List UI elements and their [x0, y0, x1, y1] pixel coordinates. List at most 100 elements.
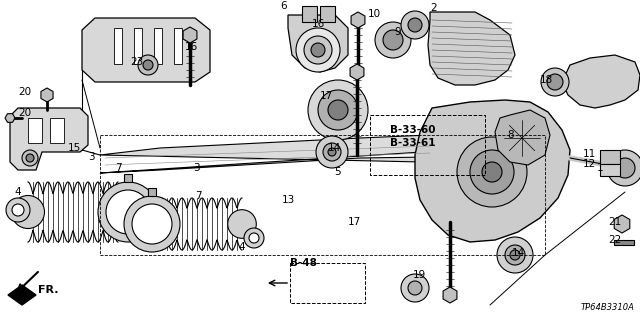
Bar	[154, 28, 162, 64]
Text: 14: 14	[328, 143, 341, 153]
Circle shape	[12, 196, 45, 228]
Text: B-33-60: B-33-60	[390, 125, 435, 135]
Circle shape	[328, 100, 348, 120]
Circle shape	[296, 28, 340, 72]
Text: 20: 20	[18, 87, 31, 97]
Bar	[174, 28, 182, 64]
Text: 3: 3	[88, 152, 95, 162]
Text: 15: 15	[68, 143, 81, 153]
Text: 22: 22	[608, 235, 621, 245]
Bar	[124, 174, 132, 182]
Text: 7: 7	[115, 163, 122, 173]
Circle shape	[505, 245, 525, 265]
Circle shape	[328, 148, 336, 156]
Circle shape	[318, 90, 358, 130]
Circle shape	[457, 137, 527, 207]
Text: 6: 6	[280, 1, 287, 11]
Text: 11: 11	[583, 149, 596, 159]
Bar	[50, 118, 64, 143]
Bar	[100, 135, 545, 255]
Polygon shape	[350, 64, 364, 80]
Polygon shape	[614, 215, 630, 233]
Circle shape	[541, 68, 569, 96]
Text: 20: 20	[18, 108, 31, 118]
Circle shape	[228, 210, 256, 238]
Bar	[290, 263, 365, 303]
Circle shape	[401, 274, 429, 302]
Polygon shape	[100, 135, 560, 173]
Circle shape	[138, 55, 158, 75]
Text: 19: 19	[413, 270, 426, 280]
Bar	[600, 150, 620, 164]
Circle shape	[98, 182, 158, 242]
Polygon shape	[415, 100, 570, 242]
Circle shape	[408, 18, 422, 32]
Text: B-33-61: B-33-61	[390, 138, 435, 148]
Circle shape	[497, 237, 533, 273]
Circle shape	[311, 43, 325, 57]
Text: 7: 7	[195, 191, 202, 201]
Circle shape	[148, 210, 176, 238]
Circle shape	[375, 22, 411, 58]
Circle shape	[308, 80, 368, 140]
Bar	[614, 240, 634, 245]
Polygon shape	[41, 88, 53, 102]
Polygon shape	[10, 108, 88, 170]
Circle shape	[607, 150, 640, 186]
Polygon shape	[428, 12, 515, 85]
Text: 16: 16	[312, 19, 325, 29]
Circle shape	[244, 228, 264, 248]
Polygon shape	[562, 55, 640, 108]
Circle shape	[547, 74, 563, 90]
Circle shape	[304, 36, 332, 64]
Text: 10: 10	[368, 9, 381, 19]
Text: 5: 5	[334, 167, 340, 177]
Circle shape	[482, 162, 502, 182]
Text: 21: 21	[608, 217, 621, 227]
Text: 14: 14	[512, 248, 525, 258]
Circle shape	[323, 143, 341, 161]
Circle shape	[316, 136, 348, 168]
Text: 4: 4	[14, 187, 20, 197]
Text: 17: 17	[320, 91, 333, 101]
Text: B-48: B-48	[290, 258, 317, 268]
Circle shape	[401, 11, 429, 39]
Bar	[28, 118, 42, 143]
Polygon shape	[8, 285, 36, 305]
Circle shape	[510, 250, 520, 260]
Text: 12: 12	[583, 159, 596, 169]
Text: 18: 18	[540, 75, 553, 85]
Bar	[148, 188, 156, 196]
Text: 3: 3	[193, 163, 200, 173]
Text: 13: 13	[282, 195, 295, 205]
Circle shape	[470, 150, 514, 194]
Bar	[370, 115, 485, 175]
Circle shape	[408, 281, 422, 295]
Bar	[320, 6, 335, 22]
Circle shape	[6, 198, 30, 222]
Circle shape	[12, 204, 24, 216]
Circle shape	[106, 190, 150, 234]
Polygon shape	[183, 27, 197, 43]
Polygon shape	[351, 12, 365, 28]
Text: TP64B3310A: TP64B3310A	[581, 303, 635, 312]
Text: FR.: FR.	[38, 285, 58, 295]
Text: 2: 2	[430, 3, 436, 13]
Polygon shape	[443, 287, 457, 303]
Polygon shape	[495, 110, 550, 165]
Text: 1: 1	[597, 163, 604, 173]
Polygon shape	[5, 114, 15, 122]
Text: 17: 17	[348, 217, 361, 227]
Bar	[134, 28, 142, 64]
Polygon shape	[288, 15, 348, 72]
Circle shape	[383, 30, 403, 50]
Circle shape	[22, 150, 38, 166]
Polygon shape	[82, 18, 210, 82]
Circle shape	[132, 204, 172, 244]
Circle shape	[102, 196, 134, 228]
Text: 4: 4	[238, 242, 244, 252]
Circle shape	[26, 154, 34, 162]
Circle shape	[143, 60, 153, 70]
Bar	[600, 164, 620, 176]
Circle shape	[124, 196, 180, 252]
